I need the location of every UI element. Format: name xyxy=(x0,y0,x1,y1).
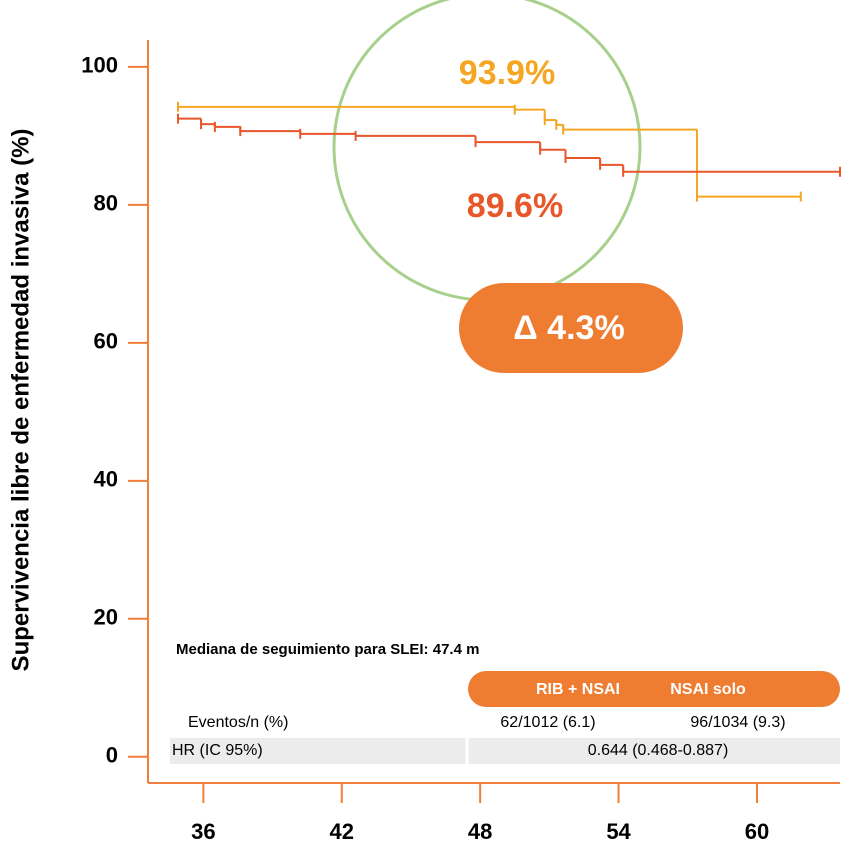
y-axis-label: Supervivencia libre de enfermedad invasi… xyxy=(7,129,34,672)
table-header-label: RIB + NSAI xyxy=(536,681,620,698)
y-tick-label: 20 xyxy=(94,605,118,630)
annotation-bottom: 89.6% xyxy=(467,187,563,225)
table-row-bg xyxy=(170,738,840,764)
y-tick-label: 60 xyxy=(94,329,118,354)
table-cell: 96/1034 (9.3) xyxy=(690,714,785,731)
x-tick-label: 60 xyxy=(745,819,769,844)
x-tick-label: 36 xyxy=(191,819,215,844)
y-tick-label: 80 xyxy=(94,191,118,216)
highlight-circle xyxy=(332,0,642,302)
table-cell: 0.644 (0.468-0.887) xyxy=(588,742,729,759)
x-tick-label: 54 xyxy=(606,819,631,844)
y-tick-label: 0 xyxy=(106,743,118,768)
table-header-label: NSAI solo xyxy=(670,681,746,698)
table-cell: HR (IC 95%) xyxy=(172,742,263,759)
y-tick-label: 100 xyxy=(81,53,118,78)
table-header xyxy=(468,671,840,707)
y-tick-label: 40 xyxy=(94,467,118,492)
delta-pill xyxy=(459,283,683,373)
table-caption: Mediana de seguimiento para SLEI: 47.4 m xyxy=(176,641,479,658)
annotation-top: 93.9% xyxy=(459,54,555,92)
annotation-delta: Δ 4.3% xyxy=(513,309,624,347)
table-cell: 62/1012 (6.1) xyxy=(500,714,595,731)
x-tick-label: 42 xyxy=(330,819,354,844)
table-cell: Eventos/n (%) xyxy=(188,714,288,731)
x-tick-label: 48 xyxy=(468,819,492,844)
